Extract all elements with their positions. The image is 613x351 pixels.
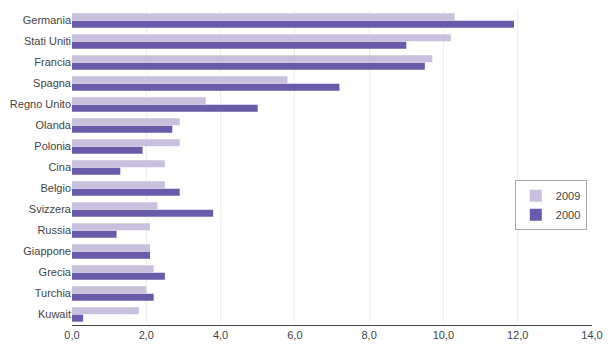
svg-text:Francia: Francia [34, 56, 72, 68]
svg-text:Kuwait: Kuwait [38, 308, 71, 320]
svg-text:2,0: 2,0 [139, 329, 154, 341]
svg-text:Belgio: Belgio [40, 182, 71, 194]
svg-text:Grecia: Grecia [39, 266, 72, 278]
svg-text:Svizzera: Svizzera [29, 203, 72, 215]
svg-text:Spagna: Spagna [33, 77, 72, 89]
svg-text:Germania: Germania [23, 14, 72, 26]
svg-text:0,0: 0,0 [64, 329, 79, 341]
svg-text:Turchia: Turchia [35, 287, 72, 299]
svg-text:12,0: 12,0 [507, 329, 528, 341]
svg-text:4,0: 4,0 [213, 329, 228, 341]
svg-text:Olanda: Olanda [36, 119, 72, 131]
svg-text:8,0: 8,0 [361, 329, 376, 341]
svg-text:Russia: Russia [37, 224, 72, 236]
svg-text:Regno Unito: Regno Unito [10, 98, 71, 110]
svg-text:Stati Uniti: Stati Uniti [24, 35, 71, 47]
svg-text:14,0: 14,0 [581, 329, 602, 341]
svg-text:Cina: Cina [48, 161, 72, 173]
svg-text:Giappone: Giappone [23, 245, 71, 257]
svg-text:Polonia: Polonia [34, 140, 72, 152]
svg-text:2000: 2000 [556, 209, 580, 221]
svg-text:10,0: 10,0 [433, 329, 454, 341]
svg-text:2009: 2009 [556, 190, 580, 202]
svg-text:6,0: 6,0 [287, 329, 302, 341]
